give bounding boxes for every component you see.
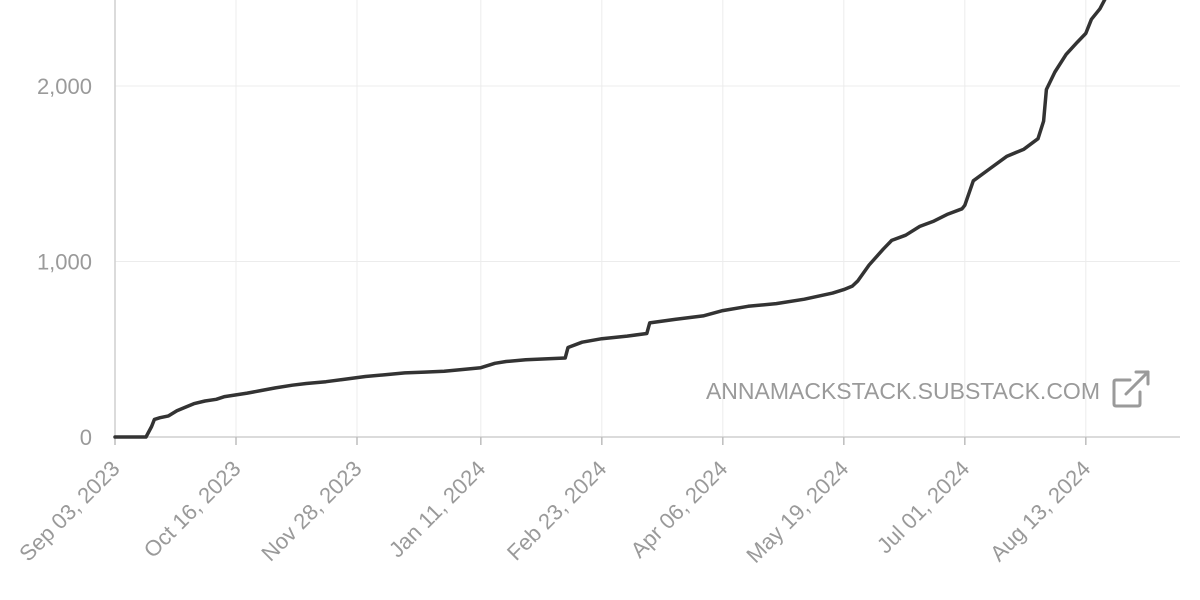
x-tick-label: Sep 03, 2023 — [14, 456, 124, 566]
external-link-icon[interactable] — [1112, 370, 1150, 408]
y-axis-ticks: 0 1,000 2,000 — [37, 74, 92, 450]
series-line — [113, 0, 1107, 439]
y-tick-label: 0 — [80, 425, 92, 450]
y-tick-label: 2,000 — [37, 74, 92, 99]
watermark[interactable]: ANNAMACKSTACK.SUBSTACK.COM — [706, 370, 1150, 408]
grid — [115, 0, 1180, 437]
x-tick-label: Jul 01, 2024 — [872, 456, 974, 558]
x-tick-label: Oct 16, 2023 — [139, 456, 246, 563]
x-tick-label: Apr 06, 2024 — [626, 456, 733, 563]
x-axis-ticks: Sep 03, 2023 Oct 16, 2023 Nov 28, 2023 Jan … — [14, 437, 1095, 568]
watermark-text[interactable]: ANNAMACKSTACK.SUBSTACK.COM — [706, 378, 1100, 404]
x-tick-label: Jan 11, 2024 — [384, 456, 490, 562]
x-tick-label: Aug 13, 2024 — [985, 456, 1095, 566]
x-tick-label: May 19, 2024 — [741, 456, 853, 568]
x-tick-label: Feb 23, 2024 — [502, 456, 611, 565]
x-tick-label: Nov 28, 2023 — [256, 456, 366, 566]
y-tick-label: 1,000 — [37, 250, 92, 275]
